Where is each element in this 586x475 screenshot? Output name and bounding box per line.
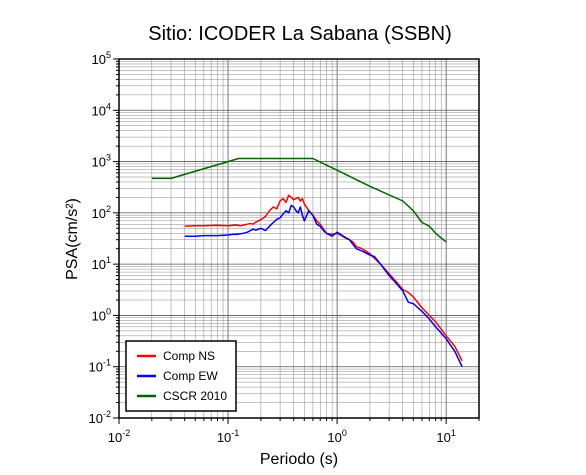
grid <box>118 58 480 419</box>
y-tick-label: 102 <box>92 204 111 221</box>
legend-label: Comp EW <box>163 369 218 383</box>
legend-label: CSCR 2010 <box>163 389 227 403</box>
y-tick-label: 104 <box>92 101 111 118</box>
series-line-comp-ew <box>184 204 463 368</box>
x-tick-label: 101 <box>436 428 455 445</box>
x-tick-label: 10-1 <box>217 428 239 445</box>
x-axis-label: Periodo (s) <box>260 451 338 468</box>
chart-title: Sitio: ICODER La Sabana (SSBN) <box>148 23 451 45</box>
legend-label: Comp NS <box>163 349 215 363</box>
legend: Comp NS Comp EW CSCR 2010 <box>125 340 237 412</box>
series-line-comp-ns <box>184 194 463 362</box>
y-tick-label: 10-2 <box>89 409 111 426</box>
y-tick-label: 100 <box>92 306 111 323</box>
series-line-cscr-2010 <box>151 157 447 243</box>
x-tick-label: 10-2 <box>108 428 130 445</box>
x-tick-labels: 10-2 10-1 100 101 <box>108 428 456 445</box>
series-lines <box>151 157 463 368</box>
y-tick-labels: 10-2 10-1 100 101 102 103 104 105 <box>89 50 111 426</box>
y-axis-label: PSA(cm/s²) <box>64 198 81 280</box>
y-tick-label: 105 <box>92 50 111 67</box>
x-tick-label: 100 <box>327 428 346 445</box>
axis-ticks <box>113 58 480 424</box>
y-tick-label: 103 <box>92 153 111 170</box>
y-tick-label: 10-1 <box>89 358 111 375</box>
y-tick-label: 101 <box>92 255 111 272</box>
plot-frame <box>118 58 480 419</box>
